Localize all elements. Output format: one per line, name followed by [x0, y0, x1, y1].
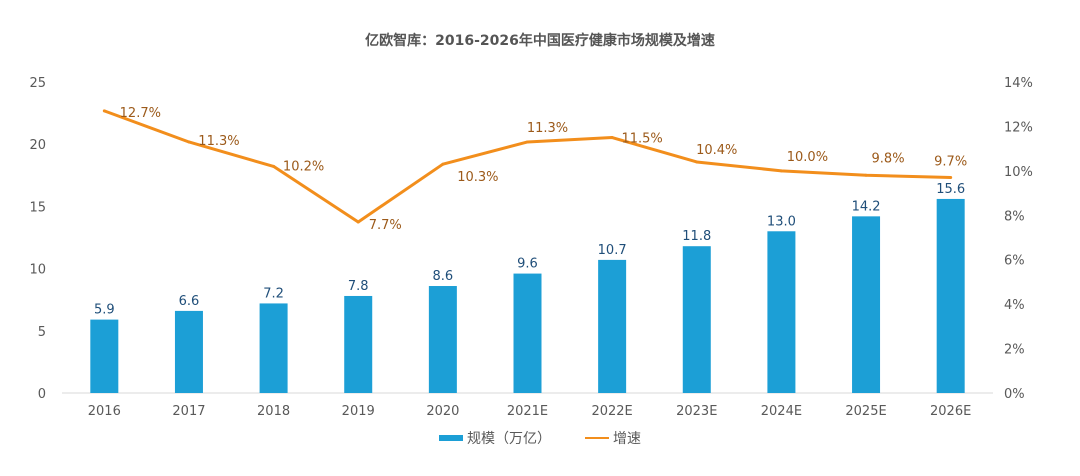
- y-left-tick-label: 15: [29, 200, 46, 215]
- x-tick-label: 2023E: [676, 404, 717, 419]
- bar: [682, 246, 711, 393]
- bar: [174, 310, 203, 393]
- y-left-tick-label: 0: [38, 387, 46, 402]
- x-tick-label: 2026E: [930, 404, 971, 419]
- line-value-label: 10.3%: [457, 170, 498, 185]
- line-point: [864, 173, 868, 177]
- legend-swatch-line: [585, 437, 609, 439]
- y-right-tick-label: 14%: [1004, 76, 1033, 91]
- legend-item-line: 增速: [585, 428, 641, 448]
- legend-label-bar: 规模（万亿）: [467, 431, 551, 447]
- y-right-tick-label: 4%: [1004, 298, 1025, 313]
- y-right-tick-label: 10%: [1004, 165, 1033, 180]
- legend-swatch-bar: [439, 435, 463, 441]
- y-left-tick-label: 20: [29, 138, 46, 153]
- bar-value-label: 5.9: [94, 303, 115, 318]
- y-left-tick-label: 10: [29, 263, 46, 278]
- line-point: [102, 109, 106, 113]
- x-tick-label: 2021E: [507, 404, 548, 419]
- line-value-label: 10.4%: [696, 143, 737, 158]
- line-value-label: 10.0%: [787, 150, 828, 165]
- bar-value-label: 8.6: [433, 269, 454, 284]
- x-tick-label: 2022E: [591, 404, 632, 419]
- bar: [259, 303, 288, 393]
- bar: [344, 295, 373, 393]
- x-tick-label: 2020: [426, 404, 459, 419]
- bar-value-label: 7.2: [263, 286, 284, 301]
- x-tick-label: 2016: [88, 404, 121, 419]
- bar-value-label: 14.2: [852, 199, 881, 214]
- line-value-label: 11.5%: [621, 132, 662, 147]
- line-point: [779, 169, 783, 173]
- line-point: [695, 160, 699, 164]
- line-value-label: 12.7%: [120, 106, 161, 121]
- bar: [936, 198, 965, 393]
- bar-value-label: 6.6: [179, 294, 200, 309]
- line-value-label: 11.3%: [198, 134, 239, 149]
- line-value-label: 10.2%: [283, 159, 324, 174]
- bar: [428, 286, 457, 393]
- y-right-tick-label: 2%: [1004, 343, 1025, 358]
- bar-value-label: 7.8: [348, 279, 369, 294]
- line-value-label: 9.8%: [872, 151, 905, 166]
- line-point: [272, 164, 276, 168]
- x-tick-label: 2018: [257, 404, 290, 419]
- line-point: [356, 220, 360, 224]
- y-right-tick-label: 12%: [1004, 120, 1033, 135]
- bar: [852, 216, 881, 393]
- line-value-label: 11.3%: [527, 121, 568, 136]
- y-right-tick-label: 8%: [1004, 209, 1025, 224]
- y-right-tick-label: 6%: [1004, 254, 1025, 269]
- bar-value-label: 15.6: [936, 182, 965, 197]
- y-left-tick-label: 5: [38, 325, 46, 340]
- line-point: [187, 140, 191, 144]
- chart-title: 亿欧智库：2016-2026年中国医疗健康市场规模及增速: [365, 33, 715, 49]
- bar: [598, 259, 627, 393]
- x-tick-label: 2025E: [845, 404, 886, 419]
- legend-label-line: 增速: [613, 431, 641, 447]
- bar-value-label: 9.6: [517, 257, 538, 272]
- y-right-tick-label: 0%: [1004, 387, 1025, 402]
- bar-value-label: 11.8: [682, 229, 711, 244]
- bar: [767, 231, 796, 393]
- line-point: [610, 136, 614, 140]
- line-value-label: 9.7%: [934, 155, 967, 170]
- x-tick-label: 2019: [342, 404, 375, 419]
- line-point: [526, 140, 529, 144]
- line-point: [949, 176, 953, 180]
- x-tick-label: 2024E: [761, 404, 802, 419]
- x-tick-label: 2017: [172, 404, 205, 419]
- bar-value-label: 10.7: [598, 243, 627, 258]
- legend-item-bar: 规模（万亿）: [439, 428, 551, 448]
- line-point: [441, 162, 445, 166]
- y-left-tick-label: 25: [29, 76, 46, 91]
- bar: [513, 273, 542, 393]
- bar: [90, 319, 119, 393]
- line-value-label: 7.7%: [369, 218, 402, 233]
- bar-value-label: 13.0: [767, 214, 796, 229]
- legend: 规模（万亿） 增速: [0, 428, 1080, 448]
